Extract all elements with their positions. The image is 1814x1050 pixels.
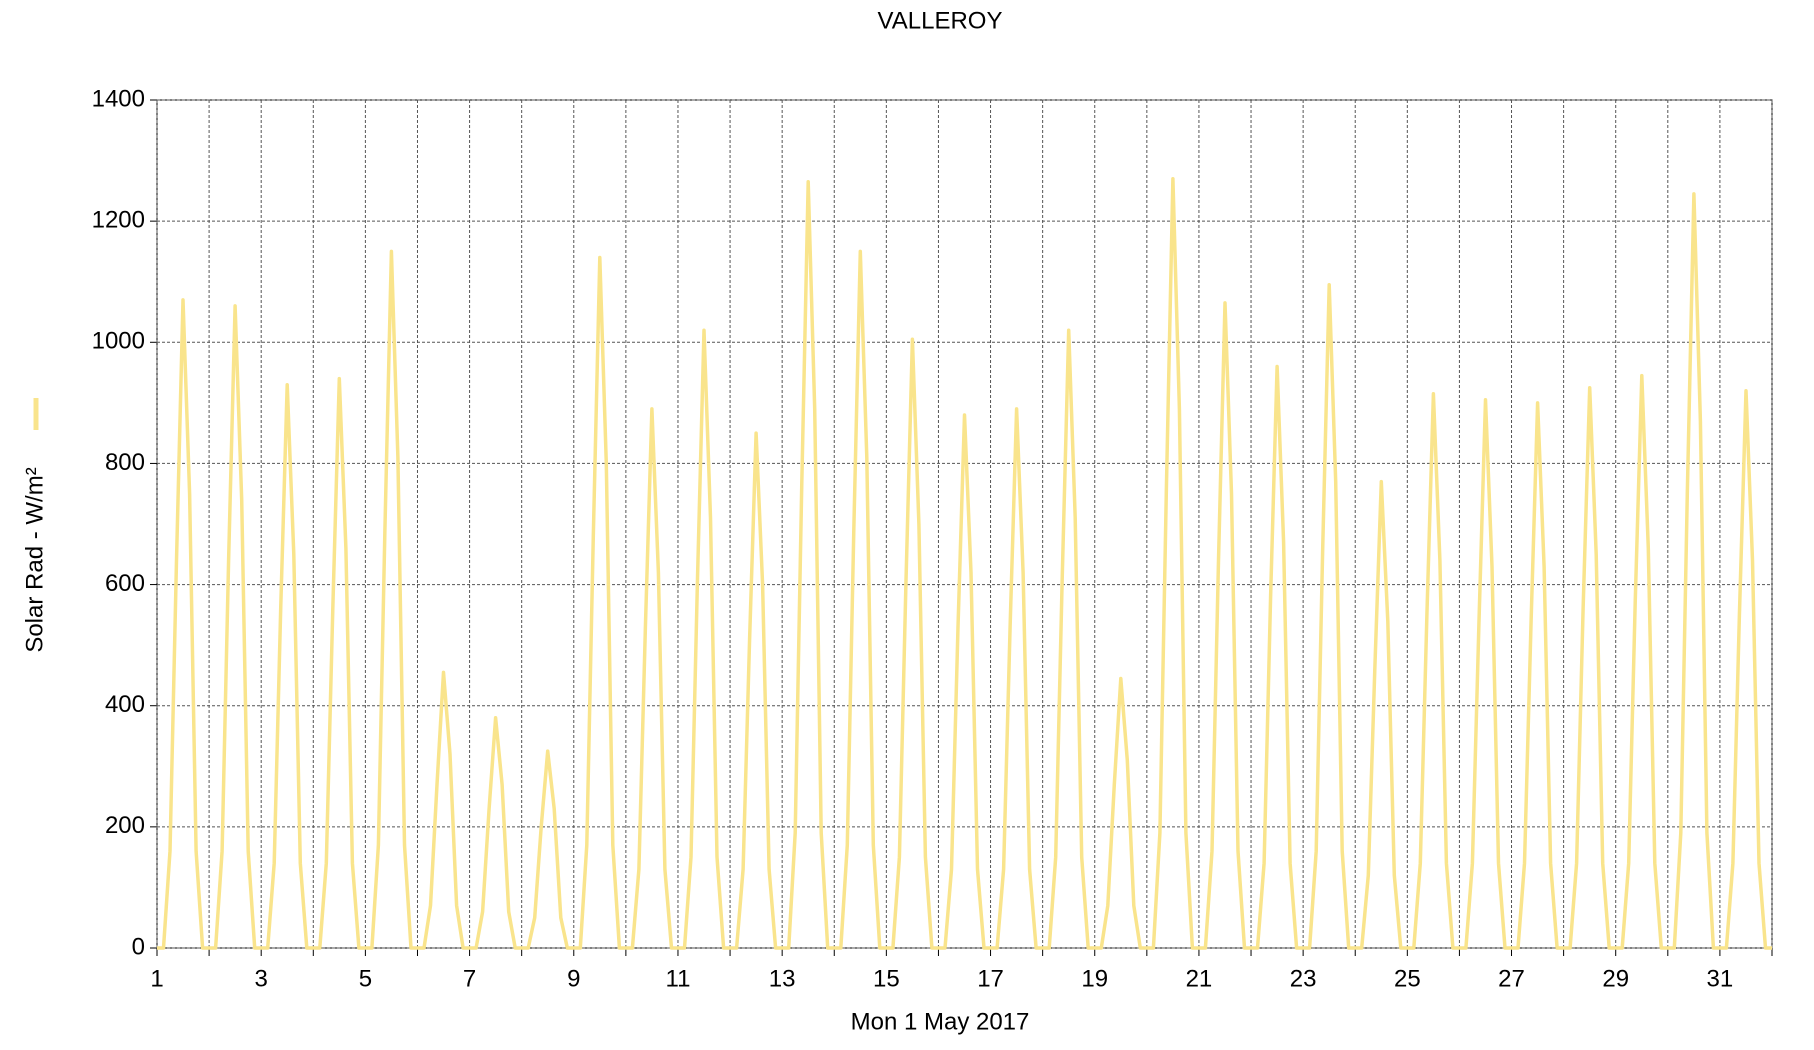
y-tick-label: 0 <box>132 933 145 960</box>
y-tick-label: 1200 <box>92 206 145 233</box>
x-tick-label: 3 <box>255 965 268 992</box>
y-tick-label: 1000 <box>92 328 145 355</box>
x-tick-label: 29 <box>1602 965 1629 992</box>
y-tick-label: 1400 <box>92 85 145 112</box>
y-tick-label: 200 <box>105 812 145 839</box>
y-tick-label: 600 <box>105 570 145 597</box>
x-tick-label: 23 <box>1290 965 1317 992</box>
x-tick-label: 1 <box>150 965 163 992</box>
x-tick-label: 5 <box>359 965 372 992</box>
chart-title: VALLEROY <box>878 7 1003 34</box>
x-tick-label: 13 <box>769 965 796 992</box>
legend-label: Solar Rad - W/m² <box>21 467 48 652</box>
x-tick-label: 19 <box>1081 965 1108 992</box>
y-tick-label: 800 <box>105 449 145 476</box>
x-tick-label: 17 <box>977 965 1004 992</box>
y-tick-label: 400 <box>105 691 145 718</box>
x-tick-label: 31 <box>1707 965 1734 992</box>
x-tick-label: 11 <box>666 965 691 992</box>
x-tick-label: 7 <box>463 965 476 992</box>
series-line <box>157 176 1772 950</box>
x-tick-label: 15 <box>873 965 900 992</box>
x-axis-label: Mon 1 May 2017 <box>851 1008 1030 1035</box>
x-tick-label: 9 <box>567 965 580 992</box>
x-tick-label: 21 <box>1186 965 1213 992</box>
x-tick-label: 27 <box>1498 965 1525 992</box>
x-tick-label: 25 <box>1394 965 1421 992</box>
